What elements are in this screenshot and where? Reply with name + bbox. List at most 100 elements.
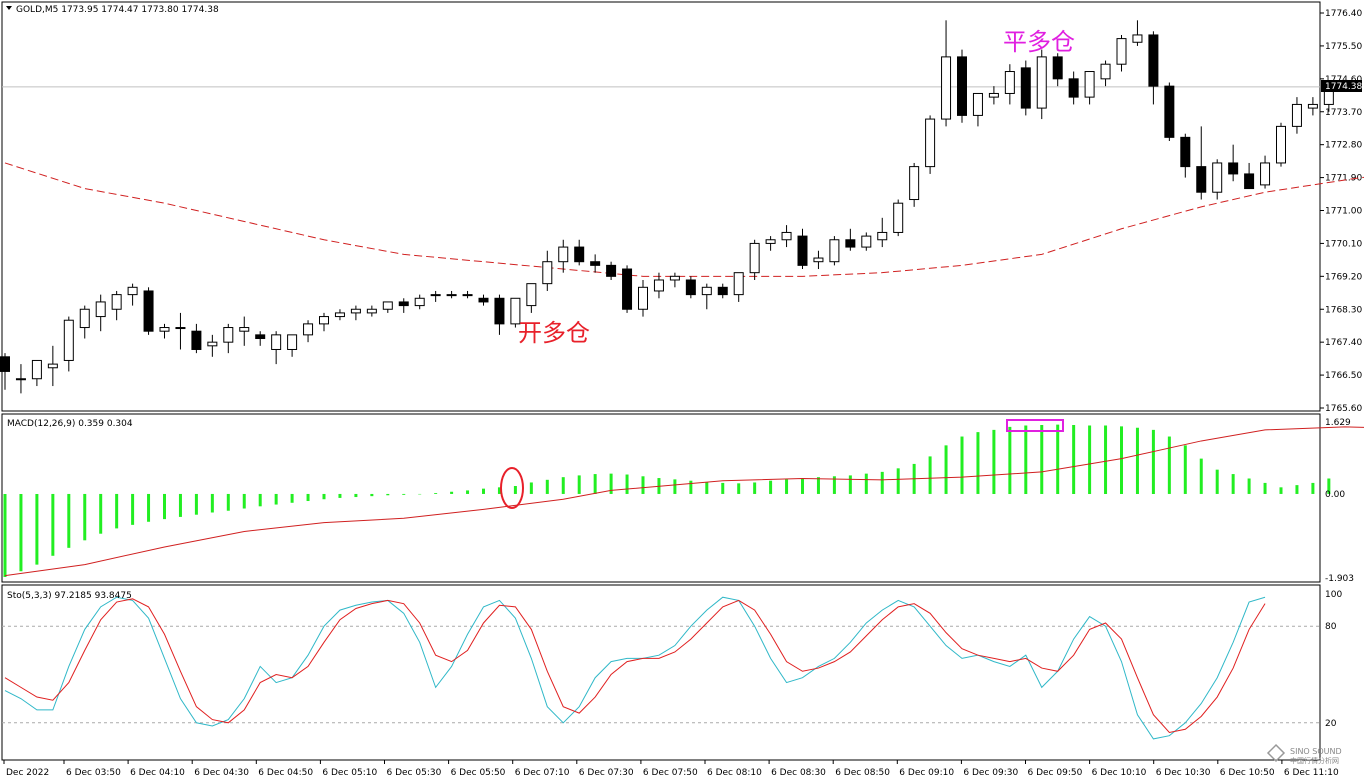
stochastic-pane[interactable]: [1, 584, 1321, 761]
price-tick-label: 1765.60: [1325, 404, 1362, 414]
candle: [669, 272, 680, 288]
symbol-header: GOLD,M5 1773.95 1774.47 1773.80 1774.38: [16, 5, 219, 15]
price-axis: 1776.40 1775.50 1774.60 1773.70 1772.80 1771.…: [1320, 9, 1362, 414]
candle: [1100, 60, 1111, 87]
time-tick-label: 6 Dec 08:10: [707, 768, 762, 778]
price-pane[interactable]: [1, 1, 1321, 412]
candle-body: [1068, 78, 1079, 98]
candle-body: [733, 272, 744, 296]
candle-body: [717, 286, 728, 296]
candle-body: [334, 312, 345, 318]
candle-body: [1212, 162, 1223, 193]
candle-body: [781, 231, 792, 241]
candle-body: [63, 319, 74, 361]
time-tick-label: 6 Dec 08:30: [771, 768, 826, 778]
candle: [1052, 53, 1063, 87]
candle: [0, 353, 10, 390]
time-tick-label: 6 Dec 03:50: [66, 768, 121, 778]
candle-body: [47, 363, 58, 369]
candle-body: [1196, 166, 1207, 193]
candle-body: [988, 92, 999, 98]
candle-body: [1228, 162, 1239, 175]
macd-tick-label: 1.629: [1325, 418, 1351, 428]
candle-body: [701, 286, 712, 296]
candle: [1132, 20, 1143, 46]
price-tick-label: 1773.70: [1325, 108, 1362, 118]
candle: [95, 294, 106, 332]
candle-body: [829, 239, 840, 263]
time-tick-label: 6 Dec 04:30: [194, 768, 249, 778]
candle: [861, 232, 872, 251]
time-tick-label: 6 Dec 07:50: [643, 768, 698, 778]
time-tick-label: 6 Dec 04:50: [258, 768, 313, 778]
candle: [1212, 159, 1223, 200]
candle: [1004, 64, 1015, 105]
candle: [1148, 31, 1159, 105]
price-tick-label: 1767.40: [1325, 338, 1362, 348]
candle-body: [558, 246, 569, 263]
candlesticks: [0, 20, 1334, 394]
moving-average-line: [4, 162, 1364, 277]
candle: [159, 323, 170, 339]
candle-body: [1291, 103, 1302, 127]
candle: [382, 301, 393, 313]
candle-body: [669, 275, 680, 281]
candle-body: [1180, 136, 1191, 168]
candle: [941, 20, 952, 127]
candle: [1291, 97, 1302, 134]
open-long-annotation: 开多仓: [518, 319, 590, 347]
stochastic-axis: 100 80 20: [1325, 590, 1342, 729]
candle-body: [877, 231, 888, 241]
sto-tick-label: 100: [1325, 590, 1342, 600]
candle-body: [1132, 34, 1143, 43]
candle: [79, 305, 90, 339]
candle-body: [1084, 71, 1095, 98]
candle-body: [685, 279, 696, 296]
candle-body: [797, 235, 808, 266]
candle: [1036, 49, 1047, 120]
candle: [1068, 71, 1079, 105]
candle-body: [1276, 125, 1286, 164]
price-tick-label: 1770.10: [1325, 239, 1362, 249]
candle-body: [653, 279, 664, 292]
candle-body: [1307, 103, 1318, 109]
candle: [558, 239, 569, 273]
candle: [1228, 144, 1239, 182]
candle-body: [430, 294, 441, 297]
macd-tick-label: -1.903: [1325, 574, 1354, 584]
candle-body: [398, 301, 409, 307]
candle-body: [382, 301, 393, 310]
candle: [909, 162, 920, 207]
candle: [207, 334, 218, 357]
candle: [972, 92, 983, 127]
candle: [701, 283, 712, 310]
macd-header: MACD(12,26,9) 0.359 0.304: [7, 419, 133, 429]
symbol-menu-icon[interactable]: [6, 6, 12, 10]
candle-body: [0, 356, 10, 372]
candle-body: [319, 316, 329, 325]
candle-body: [239, 327, 250, 332]
time-axis: Dec 2022 6 Dec 03:50 6 Dec 04:10 6 Dec 04:3…: [3, 760, 1339, 778]
macd-pane[interactable]: [1, 413, 1321, 583]
candle-body: [271, 334, 282, 350]
time-tick-label: 6 Dec 05:50: [451, 768, 506, 778]
candle: [717, 283, 728, 299]
candle-body: [1100, 63, 1111, 80]
candle: [47, 345, 58, 387]
time-tick-label: 6 Dec 10:10: [1092, 768, 1147, 778]
candle-body: [526, 283, 537, 307]
candle-body: [1020, 67, 1031, 109]
candle-body: [446, 294, 457, 297]
candle-body: [207, 341, 218, 347]
candle: [334, 309, 345, 321]
candle-body: [366, 308, 377, 314]
candle: [319, 312, 329, 332]
candle-body: [191, 330, 202, 350]
close-signal-marker: [1006, 419, 1064, 432]
price-tick-label: 1769.20: [1325, 272, 1362, 282]
time-tick-label: 6 Dec 05:10: [322, 768, 377, 778]
candle: [111, 290, 122, 321]
candle: [31, 359, 42, 387]
price-tick-label: 1774.60: [1325, 75, 1362, 85]
